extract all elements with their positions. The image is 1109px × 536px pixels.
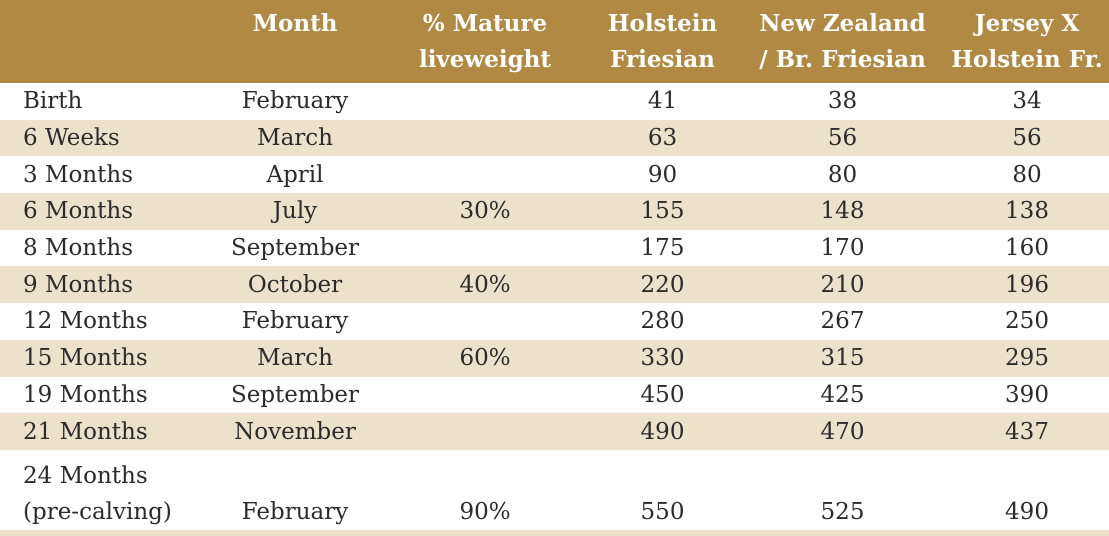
table-row: 9 Months October 40% 220 210 196 <box>0 266 1109 304</box>
table-bottom-rule <box>0 530 1109 536</box>
nz-cell: 525 <box>820 498 865 525</box>
header-nz-br-friesian: New Zealand / Br. Friesian <box>759 10 926 73</box>
holstein-cell: 155 <box>585 193 740 230</box>
table-row: 6 Months July 30% 155 148 138 <box>0 193 1109 230</box>
age-cell: 21 Months <box>0 413 205 450</box>
month-cell: September <box>230 235 360 262</box>
mature-cell <box>385 83 585 120</box>
mature-cell <box>385 119 585 157</box>
month-cell: March <box>205 339 385 377</box>
age-cell: 15 Months <box>0 339 205 377</box>
holstein-cell: 490 <box>585 413 740 450</box>
holstein-cell: 41 <box>647 88 678 115</box>
age-cell: 6 Months <box>0 193 205 230</box>
month-cell: March <box>205 119 385 157</box>
mature-cell <box>385 230 585 267</box>
mature-cell: 40% <box>385 266 585 304</box>
mature-cell <box>385 303 585 340</box>
holstein-cell: 550 <box>640 498 685 525</box>
jersey-cell: 437 <box>945 413 1109 450</box>
header-jersey-x-holstein: Jersey X Holstein Fr. <box>951 10 1103 73</box>
jersey-cell: 250 <box>1005 308 1049 335</box>
month-cell: February <box>241 88 349 115</box>
jersey-cell: 490 <box>1005 498 1049 525</box>
nz-cell: 170 <box>820 235 865 262</box>
age-cell: 12 Months <box>23 308 148 335</box>
holstein-cell: 280 <box>640 308 685 335</box>
month-cell: February <box>241 498 349 525</box>
nz-cell: 470 <box>740 413 945 450</box>
mature-cell <box>385 156 585 193</box>
holstein-cell: 220 <box>585 266 740 304</box>
table-row: 8 Months September 175 170 160 <box>0 230 1109 267</box>
nz-cell: 148 <box>740 193 945 230</box>
month-cell: April <box>266 161 324 188</box>
table-row: 19 Months September 450 425 390 <box>0 377 1109 414</box>
header-mature-liveweight: % Mature liveweight <box>418 10 552 73</box>
age-cell: 19 Months <box>23 381 148 408</box>
table-row: 21 Months November 490 470 437 <box>0 413 1109 450</box>
table-row: 15 Months March 60% 330 315 295 <box>0 339 1109 377</box>
table-row: 3 Months April 90 80 80 <box>0 156 1109 193</box>
holstein-cell: 175 <box>640 235 685 262</box>
jersey-cell: 34 <box>1012 88 1042 115</box>
table-row: 12 Months February 280 267 250 <box>0 303 1109 340</box>
month-cell: October <box>205 266 385 304</box>
month-cell: September <box>230 381 360 408</box>
nz-cell: 80 <box>827 161 858 188</box>
table-row: Birth February 41 38 34 <box>0 83 1109 120</box>
table-row: 6 Weeks March 63 56 56 <box>0 119 1109 157</box>
month-cell: November <box>205 413 385 450</box>
table-row: 24 Months (pre-calving) February 90% 550… <box>0 450 1109 536</box>
jersey-cell: 196 <box>945 266 1109 304</box>
mature-cell: 60% <box>385 339 585 377</box>
nz-cell: 267 <box>820 308 865 335</box>
header-age <box>0 0 205 83</box>
nz-cell: 210 <box>740 266 945 304</box>
age-cell: 24 Months (pre-calving) <box>23 462 172 525</box>
mature-cell: 90% <box>459 498 511 525</box>
mature-cell: 30% <box>385 193 585 230</box>
jersey-cell: 295 <box>945 339 1109 377</box>
age-cell: 8 Months <box>23 235 134 262</box>
table-header: Month % Mature liveweight Holstein Fries… <box>0 0 1109 83</box>
header-month: Month <box>252 10 338 37</box>
nz-cell: 56 <box>740 119 945 157</box>
age-cell: Birth <box>23 88 83 115</box>
mature-cell <box>385 413 585 450</box>
nz-cell: 425 <box>820 381 865 408</box>
nz-cell: 38 <box>827 88 858 115</box>
jersey-cell: 80 <box>1012 161 1042 188</box>
jersey-cell: 56 <box>945 119 1109 157</box>
month-cell: February <box>241 308 349 335</box>
age-cell: 3 Months <box>23 161 134 188</box>
month-cell: July <box>205 193 385 230</box>
header-row: Month % Mature liveweight Holstein Fries… <box>0 0 1109 83</box>
holstein-cell: 90 <box>647 161 678 188</box>
nz-cell: 315 <box>740 339 945 377</box>
table-body: Birth February 41 38 34 6 Weeks March 63… <box>0 83 1109 536</box>
holstein-cell: 450 <box>640 381 685 408</box>
age-cell: 9 Months <box>0 266 205 304</box>
header-holstein-friesian: Holstein Friesian <box>607 10 718 73</box>
jersey-cell: 390 <box>1005 381 1049 408</box>
jersey-cell: 160 <box>1005 235 1049 262</box>
holstein-cell: 330 <box>585 339 740 377</box>
mature-cell <box>385 377 585 414</box>
age-cell: 6 Weeks <box>0 119 205 157</box>
jersey-cell: 138 <box>945 193 1109 230</box>
holstein-cell: 63 <box>585 119 740 157</box>
